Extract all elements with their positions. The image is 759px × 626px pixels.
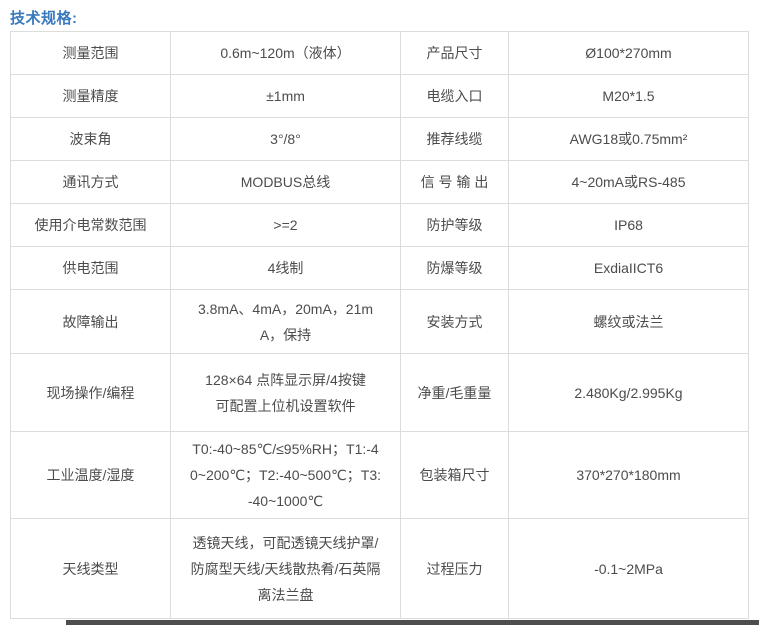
- spec-label-cell: 工业温度/湿度: [10, 431, 171, 519]
- spec-row: 现场操作/编程 128×64 点阵显示屏/4按键 可配置上位机设置软件 净重/毛…: [10, 353, 749, 432]
- spec-table-body: 测量范围 0.6m~120m（液体） 产品尺寸 Ø100*270mm 测量精度 …: [10, 31, 749, 619]
- spec-value-cell: ExdiaIICT6: [508, 246, 749, 290]
- spec-label-cell: 推荐线缆: [400, 117, 509, 161]
- spec-row: 通讯方式 MODBUS总线 信 号 输 出 4~20mA或RS-485: [10, 160, 749, 204]
- spec-label-cell: 信 号 输 出: [400, 160, 509, 204]
- spec-value-cell: 0.6m~120m（液体）: [170, 31, 401, 75]
- spec-label-cell: 安装方式: [400, 289, 509, 354]
- spec-label-cell: 供电范围: [10, 246, 171, 290]
- spec-label-cell: 过程压力: [400, 518, 509, 619]
- spec-label-cell: 现场操作/编程: [10, 353, 171, 432]
- spec-value-cell: 370*270*180mm: [508, 431, 749, 519]
- spec-row: 测量精度 ±1mm 电缆入口 M20*1.5: [10, 74, 749, 118]
- spec-value-cell: T0:-40~85℃/≤95%RH；T1:-4 0~200℃；T2:-40~50…: [170, 431, 401, 519]
- spec-label-cell: 波束角: [10, 117, 171, 161]
- spec-row: 工业温度/湿度 T0:-40~85℃/≤95%RH；T1:-4 0~200℃；T…: [10, 431, 749, 519]
- spec-label-cell: 测量精度: [10, 74, 171, 118]
- spec-label-cell: 天线类型: [10, 518, 171, 619]
- spec-value-cell: Ø100*270mm: [508, 31, 749, 75]
- spec-value-cell: 4~20mA或RS-485: [508, 160, 749, 204]
- page-title: 技术规格:: [10, 10, 78, 27]
- spec-value-cell: 透镜天线，可配透镜天线护罩/ 防腐型天线/天线散热肴/石英隔 离法兰盘: [170, 518, 401, 619]
- spec-row: 测量范围 0.6m~120m（液体） 产品尺寸 Ø100*270mm: [10, 31, 749, 75]
- spec-label-cell: 使用介电常数范围: [10, 203, 171, 247]
- spec-value-cell: IP68: [508, 203, 749, 247]
- spec-row: 使用介电常数范围 >=2 防护等级 IP68: [10, 203, 749, 247]
- spec-label-cell: 防爆等级: [400, 246, 509, 290]
- spec-value-cell: ±1mm: [170, 74, 401, 118]
- spec-label-cell: 防护等级: [400, 203, 509, 247]
- spec-row: 天线类型 透镜天线，可配透镜天线护罩/ 防腐型天线/天线散热肴/石英隔 离法兰盘…: [10, 518, 749, 619]
- spec-value-cell: MODBUS总线: [170, 160, 401, 204]
- spec-row: 故障输出 3.8mA、4mA，20mA，21m A，保持 安装方式 螺纹或法兰: [10, 289, 749, 354]
- spec-label-cell: 产品尺寸: [400, 31, 509, 75]
- spec-value-cell: 2.480Kg/2.995Kg: [508, 353, 749, 432]
- spec-label-cell: 包装箱尺寸: [400, 431, 509, 519]
- spec-label-cell: 测量范围: [10, 31, 171, 75]
- spec-value-cell: 128×64 点阵显示屏/4按键 可配置上位机设置软件: [170, 353, 401, 432]
- spec-value-cell: 3.8mA、4mA，20mA，21m A，保持: [170, 289, 401, 354]
- spec-row: 供电范围 4线制 防爆等级 ExdiaIICT6: [10, 246, 749, 290]
- bottom-divider-bar: [66, 620, 759, 625]
- spec-label-cell: 电缆入口: [400, 74, 509, 118]
- spec-value-cell: AWG18或0.75mm²: [508, 117, 749, 161]
- spec-value-cell: >=2: [170, 203, 401, 247]
- spec-value-cell: 3°/8°: [170, 117, 401, 161]
- spec-value-cell: 4线制: [170, 246, 401, 290]
- spec-label-cell: 净重/毛重量: [400, 353, 509, 432]
- spec-value-cell: -0.1~2MPa: [508, 518, 749, 619]
- spec-label-cell: 故障输出: [10, 289, 171, 354]
- spec-label-cell: 通讯方式: [10, 160, 171, 204]
- spec-table: 测量范围 0.6m~120m（液体） 产品尺寸 Ø100*270mm 测量精度 …: [10, 31, 749, 619]
- spec-row: 波束角 3°/8° 推荐线缆 AWG18或0.75mm²: [10, 117, 749, 161]
- spec-value-cell: M20*1.5: [508, 74, 749, 118]
- spec-value-cell: 螺纹或法兰: [508, 289, 749, 354]
